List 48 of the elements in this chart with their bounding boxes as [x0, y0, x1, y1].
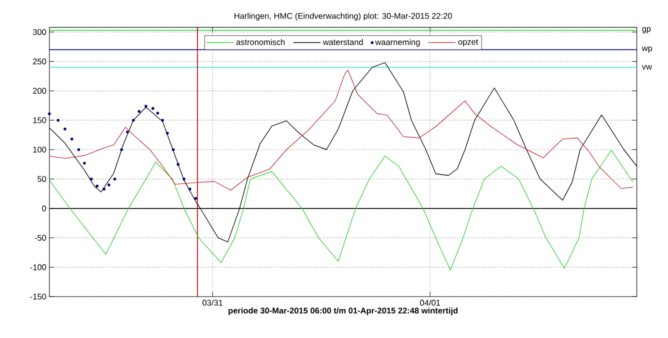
point	[144, 104, 148, 108]
point	[182, 178, 186, 181]
y-tick-label: 250	[33, 58, 46, 65]
y-tick-label: 300	[32, 29, 46, 36]
x-tick-label: 03/31	[202, 300, 222, 306]
y-tick-label: 150	[33, 117, 46, 124]
ref-line-label: vw	[642, 65, 652, 70]
legend-label: waarneming	[375, 39, 420, 47]
point	[156, 112, 160, 115]
point	[70, 138, 74, 141]
point	[194, 197, 198, 200]
ref-line-label: gp	[642, 27, 651, 34]
ref-line-label: wp	[642, 46, 652, 53]
legend-label: waterstand	[322, 39, 363, 46]
point	[132, 119, 135, 122]
y-tick-label: 50	[38, 176, 46, 182]
point	[138, 110, 141, 113]
y-tick-label: 0	[42, 206, 46, 212]
x-axis-title: periode 30-Mar-2015 06:00 t/m 01-Apr-2015 22:48 wintertijd	[228, 308, 458, 316]
point	[176, 163, 180, 166]
point	[96, 184, 99, 188]
point	[113, 178, 116, 181]
line-series	[49, 70, 634, 191]
y-tick-label: 200	[33, 88, 46, 94]
point	[126, 130, 129, 134]
point	[83, 162, 86, 165]
point	[188, 188, 192, 191]
chart-title: Harlingen, HMC (Eindverwachting) plot: 30-Mar-2015 22:20	[234, 12, 452, 21]
point	[120, 148, 124, 152]
point	[151, 107, 154, 110]
point	[90, 178, 93, 181]
point	[161, 119, 164, 122]
legend-label: opzet	[458, 40, 478, 47]
point	[77, 148, 80, 152]
x-tick-label: 04/01	[420, 300, 440, 306]
point	[56, 119, 60, 122]
line-series	[49, 150, 634, 271]
point	[166, 132, 169, 135]
point	[108, 184, 110, 187]
point	[172, 148, 175, 152]
y-tick-label: 100	[33, 146, 46, 153]
point	[102, 188, 106, 191]
y-tick-label: -50	[34, 235, 46, 241]
y-tick-label: -150	[30, 294, 46, 300]
point	[64, 128, 66, 131]
legend-label: astronomisch	[236, 39, 285, 46]
point	[48, 112, 51, 116]
y-tick-label: -100	[30, 264, 46, 270]
